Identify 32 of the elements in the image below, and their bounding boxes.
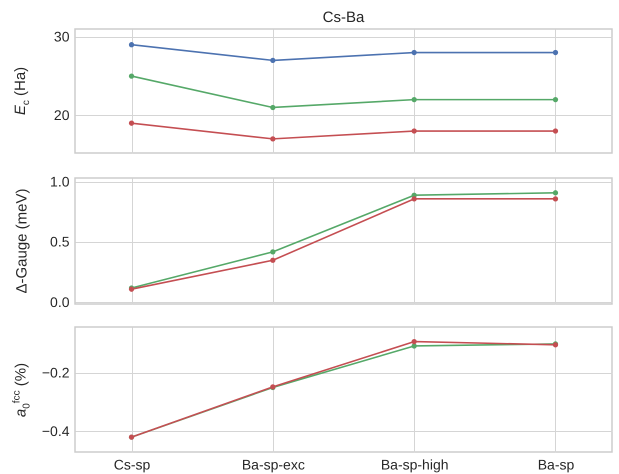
y-tick-label: 20	[54, 106, 70, 123]
x-tick-label: Ba-sp	[538, 456, 574, 472]
point	[270, 136, 276, 142]
point	[552, 96, 558, 102]
point	[412, 338, 417, 344]
point	[412, 96, 417, 102]
y-tick-label: −0.4	[42, 422, 70, 439]
x-tick-label: Cs-sp	[114, 456, 151, 472]
point	[412, 196, 417, 202]
x-tick-label: Ba-sp-exc	[242, 456, 305, 472]
point	[412, 128, 417, 134]
point	[552, 50, 558, 56]
x-tick-label: Ba-sp-high	[380, 456, 449, 472]
y-tick-label: 0.0	[50, 294, 70, 310]
point	[128, 42, 134, 48]
y-tick-label: 1.0	[50, 173, 70, 190]
point	[270, 104, 276, 110]
point	[270, 249, 276, 254]
point	[552, 190, 558, 196]
point	[412, 50, 417, 56]
point	[270, 258, 276, 263]
point	[412, 343, 417, 349]
point	[270, 58, 276, 64]
point	[128, 73, 134, 79]
point	[128, 120, 134, 126]
y-tick-label: 0.5	[50, 234, 70, 250]
y-tick-label: −0.2	[42, 364, 70, 380]
chart-title: Cs-Ba	[322, 9, 365, 26]
point	[552, 128, 558, 134]
point	[552, 196, 558, 202]
y-tick-label: 30	[54, 28, 70, 44]
y-axis-title: Δ-Gauge (meV)	[14, 188, 30, 294]
